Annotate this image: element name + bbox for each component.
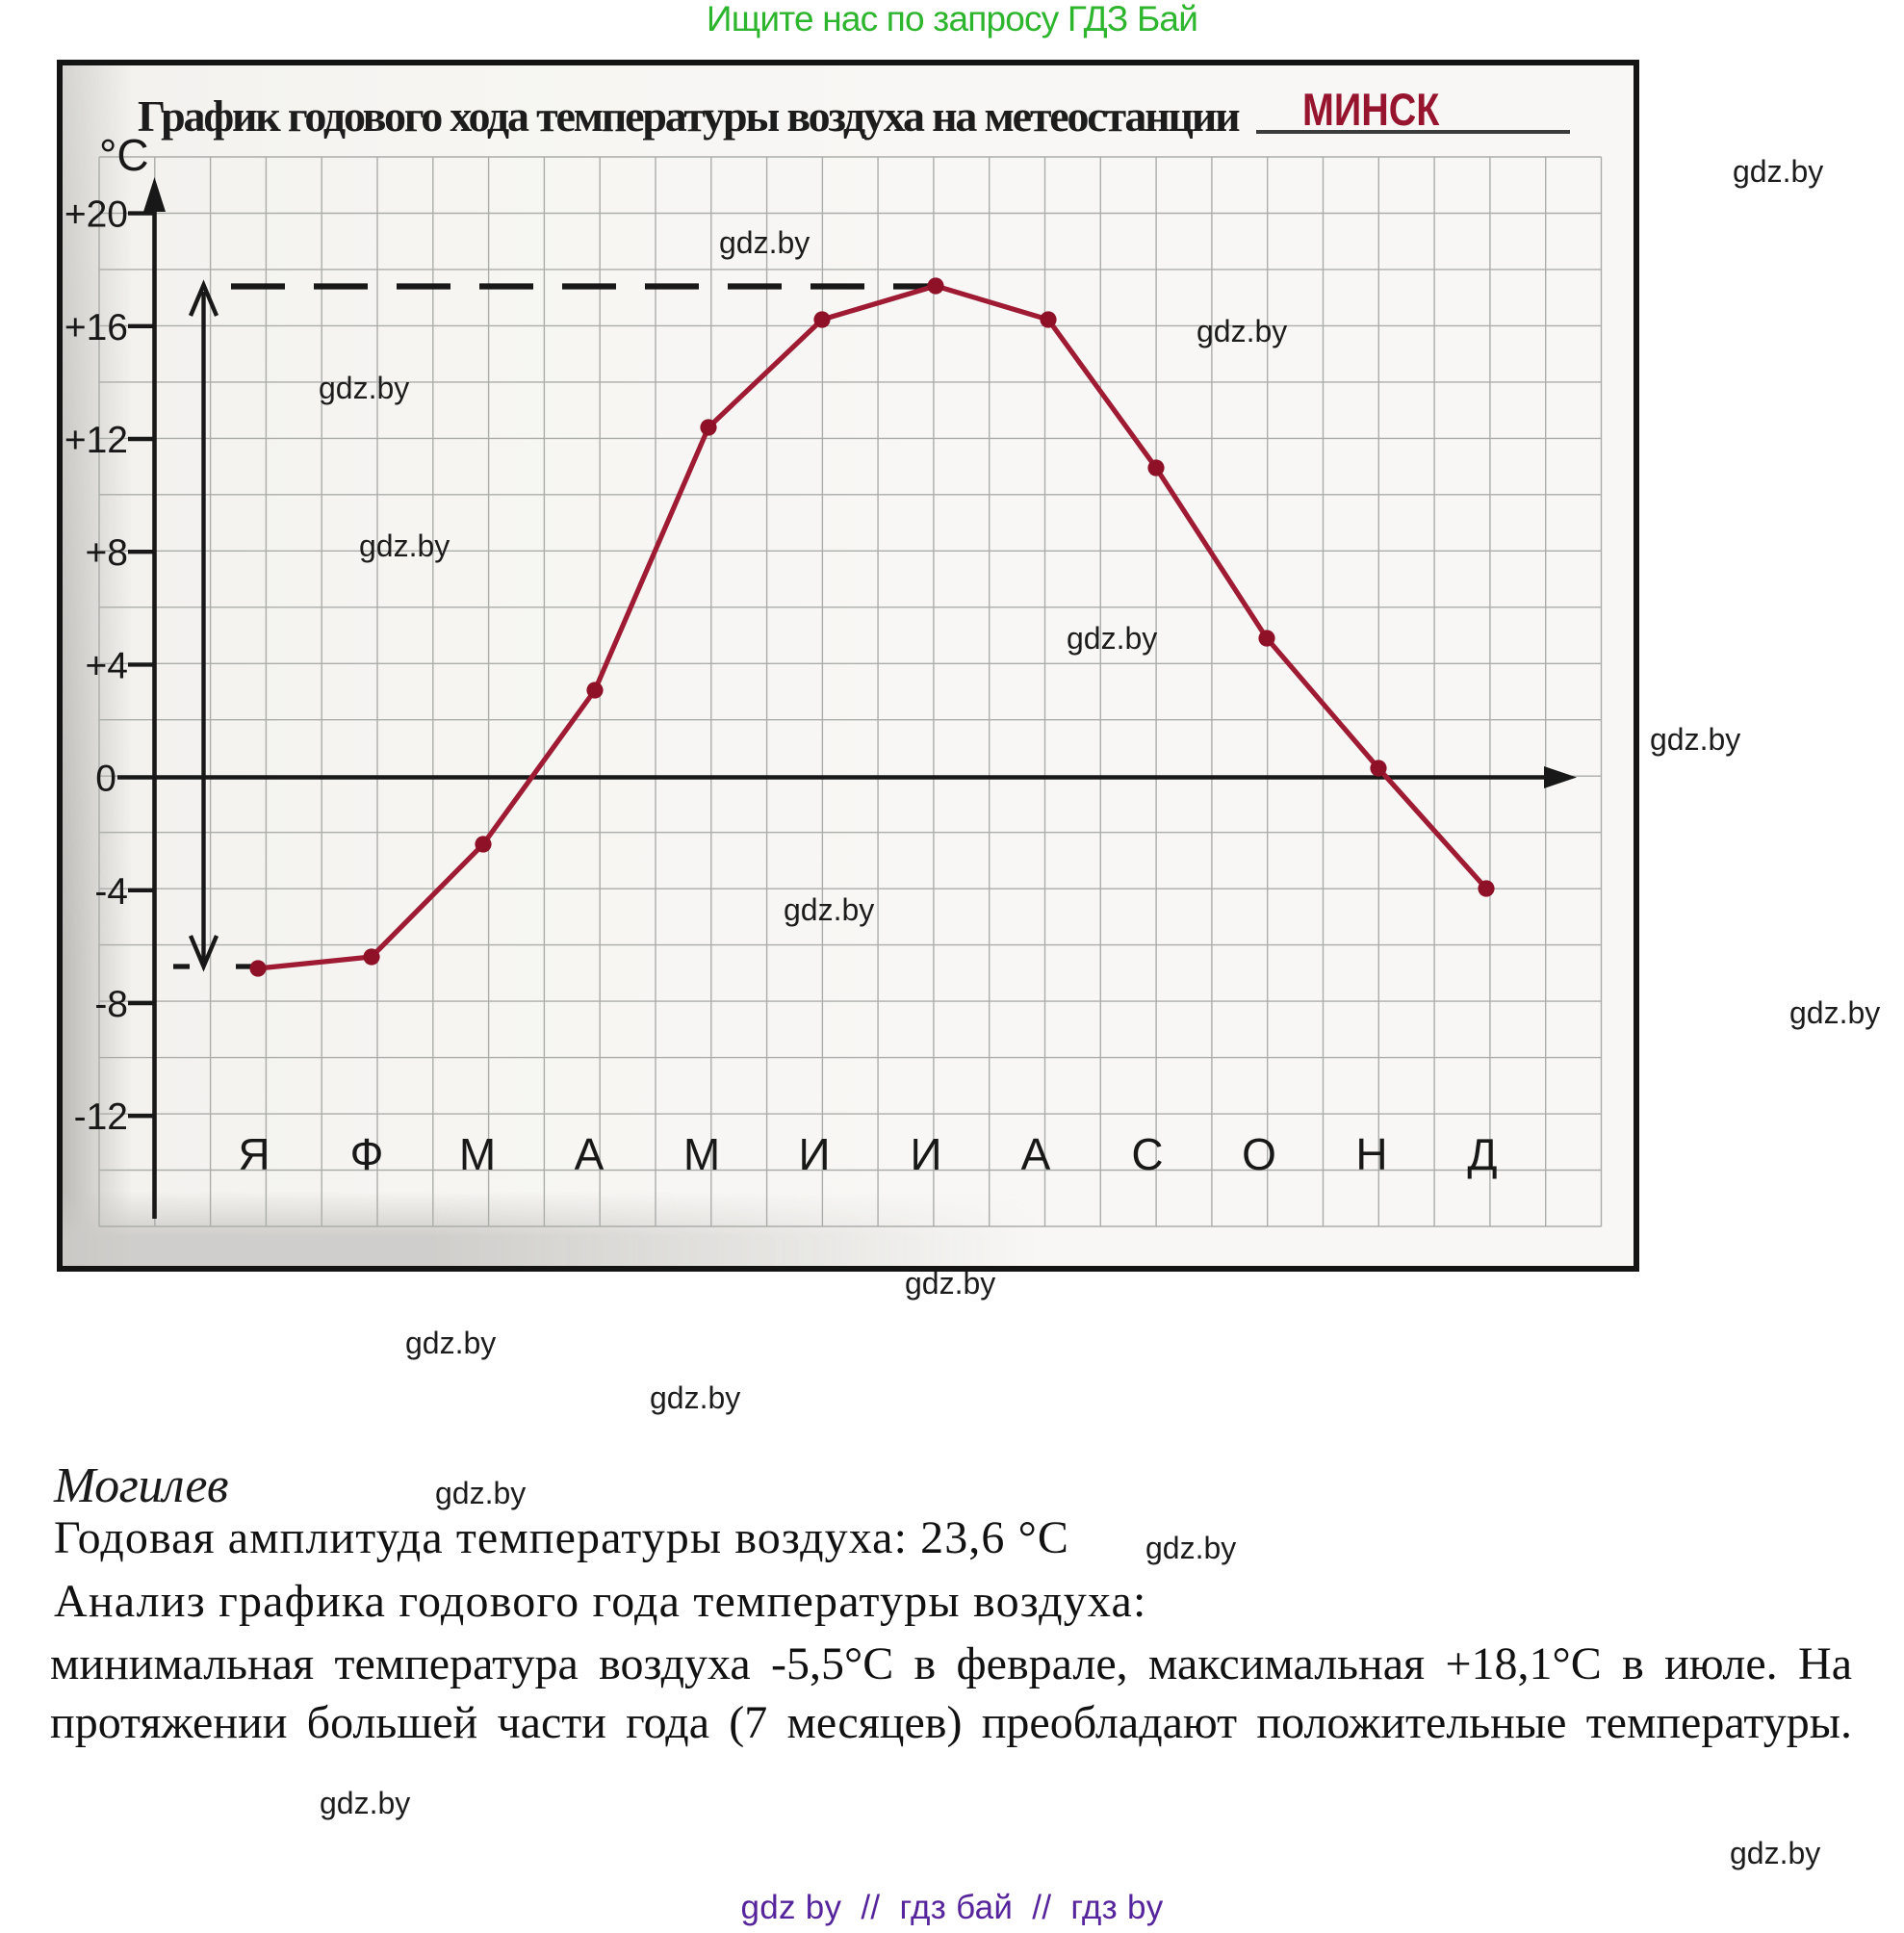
svg-text:+8: +8 [86,532,128,574]
svg-text:°C: °C [99,130,149,180]
svg-text:И: И [798,1129,830,1179]
svg-text:-4: -4 [94,871,128,913]
svg-text:-8: -8 [94,984,128,1025]
svg-text:Я: Я [238,1129,270,1179]
svg-text:С: С [1131,1129,1163,1179]
svg-text:Д: Д [1467,1129,1497,1179]
svg-text:+4: +4 [86,645,128,686]
svg-text:+12: +12 [64,420,128,461]
svg-text:М: М [683,1129,720,1179]
svg-text:А: А [1021,1129,1051,1179]
svg-text:+20: +20 [64,194,128,236]
svg-text:И: И [910,1129,941,1179]
svg-text:-12: -12 [74,1096,128,1138]
svg-text:Ф: Ф [350,1129,384,1179]
svg-text:+16: +16 [64,307,128,348]
svg-text:О: О [1242,1129,1276,1179]
svg-text:Н: Н [1355,1129,1387,1179]
svg-text:М: М [459,1129,496,1179]
svg-text:0: 0 [95,759,116,800]
svg-text:А: А [575,1129,605,1179]
